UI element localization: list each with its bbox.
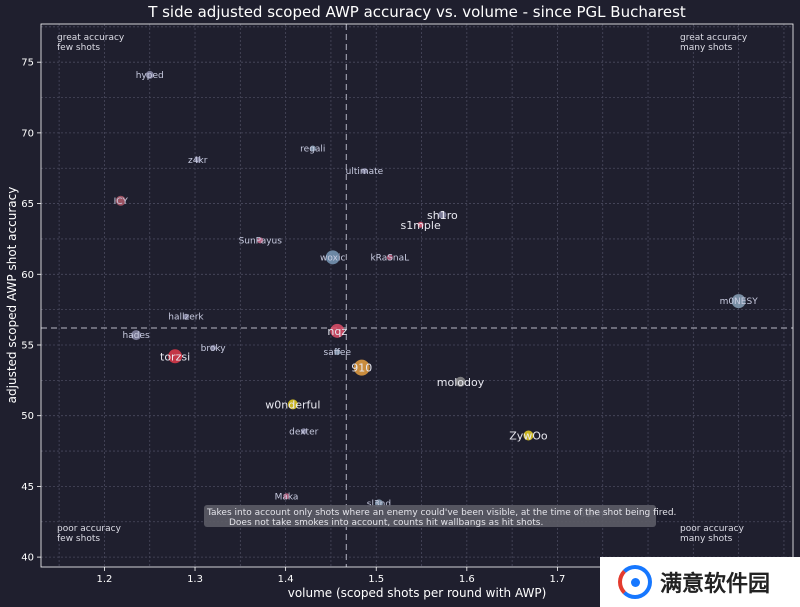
plot-frame xyxy=(40,23,794,568)
point-saffee xyxy=(334,349,341,356)
point-ultimate xyxy=(361,168,368,175)
x-tick-label: 1.7 xyxy=(549,574,565,585)
point-hyped xyxy=(145,70,154,79)
point-label: Maka xyxy=(275,492,299,502)
point-maka xyxy=(283,493,290,500)
point-label: nqz xyxy=(327,325,347,338)
point-910 xyxy=(353,359,370,376)
point-regali xyxy=(309,145,316,152)
point-label: z4kr xyxy=(188,156,208,166)
corner-label-top-right: great accuracy xyxy=(680,33,748,43)
point-label: dexter xyxy=(289,427,318,437)
corner-label-bottom-left: few shots xyxy=(57,534,100,544)
point-label: s1mple xyxy=(400,219,440,232)
y-tick-label: 45 xyxy=(21,482,34,493)
point-nqz xyxy=(330,323,345,338)
point-label: regali xyxy=(300,144,325,154)
point-label: sh1ro xyxy=(427,209,458,222)
point-label: w0nderful xyxy=(265,398,320,411)
point-label: 910 xyxy=(351,362,372,375)
corner-label-bottom-right: poor accuracy xyxy=(680,524,745,534)
point-z4kr xyxy=(194,156,201,163)
point-label: SunPayus xyxy=(239,236,283,246)
point-hades xyxy=(131,330,142,341)
point-label: ICY xyxy=(114,197,129,207)
y-tick-label: 70 xyxy=(21,128,34,139)
point-broky xyxy=(210,344,217,351)
x-tick-label: 1.3 xyxy=(187,574,203,585)
y-tick-label: 55 xyxy=(21,340,34,351)
point-krasnal xyxy=(386,254,393,261)
point-icy xyxy=(115,195,126,206)
point-label: ultimate xyxy=(346,167,384,177)
point-hallzerk xyxy=(182,313,189,320)
watermark-logo-icon xyxy=(618,565,652,599)
reference-lines xyxy=(41,24,793,567)
corner-label-top-left: few shots xyxy=(57,43,100,53)
point-label: hyped xyxy=(136,71,164,81)
x-tick-label: 1.2 xyxy=(96,574,112,585)
footnote-background xyxy=(204,505,656,527)
point-label: broky xyxy=(201,344,227,354)
grid-layer xyxy=(41,24,793,567)
point-label: ZywOo xyxy=(509,429,548,442)
point-m0nesy xyxy=(731,294,746,309)
point-dexter xyxy=(300,428,307,435)
point-label: saffee xyxy=(324,348,352,358)
y-tick-label: 60 xyxy=(21,270,34,281)
y-tick-label: 65 xyxy=(21,199,34,210)
x-tick-label: 1.5 xyxy=(368,574,384,585)
point-label: molodoy xyxy=(437,376,485,389)
point-label: hades xyxy=(123,331,150,341)
footnote-box: Takes into account only shots where an e… xyxy=(204,505,676,528)
point-label: kRaSnaL xyxy=(370,253,409,263)
y-tick-label: 40 xyxy=(21,553,34,564)
chart-title: T side adjusted scoped AWP accuracy vs. … xyxy=(147,3,686,21)
y-axis-label: adjusted scoped AWP shot accuracy xyxy=(5,187,19,404)
tick-labels: 1.2 1.3 1.4 1.5 1.6 1.7 40 45 50 55 60 65 70 75 xyxy=(21,58,565,585)
footnote-line: Takes into account only shots where an e… xyxy=(206,508,676,518)
corner-label-top-right: many shots xyxy=(680,43,733,53)
x-tick-label: 1.4 xyxy=(278,574,294,585)
watermark: 满意软件园 xyxy=(600,557,800,607)
x-axis-label: volume (scoped shots per round with AWP) xyxy=(288,586,547,600)
point-s1mple xyxy=(417,221,424,228)
corner-label-bottom-left: poor accuracy xyxy=(57,524,122,534)
point-label: m0NESY xyxy=(720,297,759,307)
point-w0nderful xyxy=(287,399,298,410)
point-woxic xyxy=(325,250,340,265)
point-label: hallzerk xyxy=(168,313,204,323)
point-molodoy xyxy=(455,376,466,387)
y-tick-label: 75 xyxy=(21,58,34,69)
watermark-text: 满意软件园 xyxy=(660,572,771,597)
point-label: woxic xyxy=(320,253,345,263)
corner-label-top-left: great accuracy xyxy=(57,33,125,43)
point-sh1ro xyxy=(438,210,447,219)
footnote-line: Does not take smokes into account, count… xyxy=(229,518,543,528)
point-label: sl3nd xyxy=(367,499,391,509)
point-torzsi xyxy=(168,349,183,364)
point-sunpayus xyxy=(257,237,264,244)
point-label: torzsi xyxy=(160,350,190,363)
x-tick-label: 1.6 xyxy=(459,574,475,585)
corner-label-bottom-right: many shots xyxy=(680,534,733,544)
y-tick-label: 50 xyxy=(21,411,34,422)
point-zywoo xyxy=(523,430,534,441)
